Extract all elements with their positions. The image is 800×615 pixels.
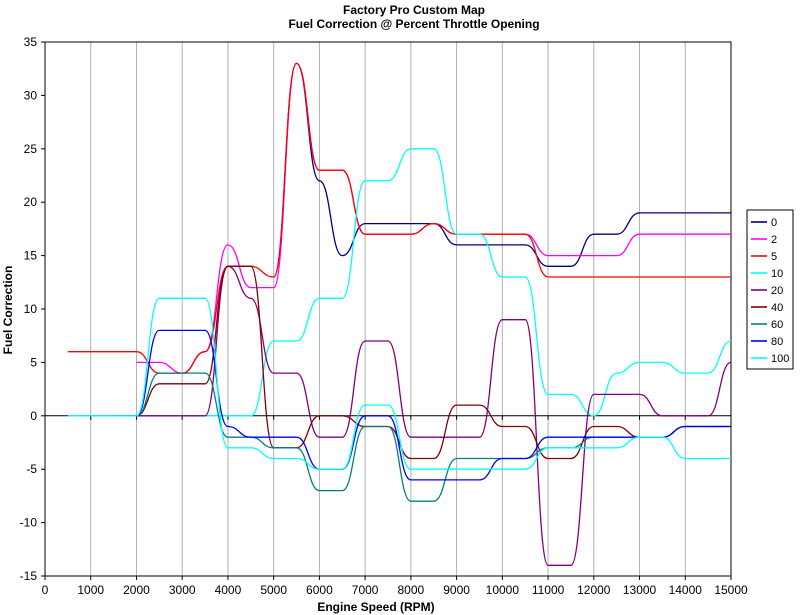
- y-tick-label: 20: [24, 195, 38, 209]
- x-tick-label: 12000: [577, 583, 611, 597]
- y-tick-label: 0: [30, 409, 37, 423]
- legend-label: 100: [771, 353, 789, 365]
- x-tick-label: 5000: [260, 583, 287, 597]
- x-axis-ticks: 0 1000 2000 3000 4000 5000 6000 7000 8000 9000 100…: [42, 576, 748, 597]
- y-tick-label: 10: [24, 302, 38, 316]
- x-tick-label: 2000: [123, 583, 150, 597]
- chart-subtitle: Fuel Correction @ Percent Throttle Openi…: [288, 17, 539, 31]
- x-tick-label: 14000: [669, 583, 703, 597]
- series-line-20: [113, 265, 732, 566]
- x-tick-label: 3000: [169, 583, 196, 597]
- series-line-40: [113, 265, 731, 460]
- legend-label: 20: [771, 285, 783, 297]
- series-line-10: [67, 148, 732, 417]
- y-tick-label: 30: [24, 88, 38, 102]
- x-tick-label: 8000: [398, 583, 425, 597]
- x-tick-label: 13000: [623, 583, 657, 597]
- y-tick-label: 25: [24, 142, 38, 156]
- x-tick-label: 9000: [443, 583, 470, 597]
- legend-label: 80: [771, 336, 783, 348]
- series-line-0: [273, 62, 731, 278]
- legend-label: 2: [771, 234, 777, 246]
- y-tick-label: 35: [24, 35, 38, 49]
- x-tick-label: 4000: [215, 583, 242, 597]
- x-tick-label: 7000: [352, 583, 379, 597]
- legend-label: 10: [771, 268, 783, 280]
- chart-title: Factory Pro Custom Map: [343, 3, 485, 17]
- y-tick-label: 15: [24, 249, 38, 263]
- series-line-100: [113, 297, 731, 470]
- gridlines: [90, 42, 686, 576]
- x-tick-label: 1000: [77, 583, 104, 597]
- x-tick-label: 11000: [532, 583, 565, 597]
- plot-area: [44, 41, 732, 577]
- legend-label: 60: [771, 319, 783, 331]
- series-lines: [67, 62, 732, 566]
- y-axis-ticks: -15 -10 -5 0 5 10 15 20 25 30 35: [20, 35, 45, 583]
- y-tick-label: -15: [20, 569, 38, 583]
- legend-label: 5: [771, 251, 777, 263]
- y-tick-label: 5: [30, 355, 37, 369]
- x-axis-title: Engine Speed (RPM): [317, 600, 434, 614]
- y-tick-label: -10: [20, 516, 38, 530]
- y-axis-title: Fuel Correction: [1, 266, 15, 355]
- x-tick-label: 15000: [714, 583, 748, 597]
- series-line-2: [136, 62, 731, 374]
- legend: 0 2 5 10 20 40 60 80 100: [746, 209, 794, 370]
- x-tick-label: 10000: [486, 583, 520, 597]
- y-tick-label: -5: [26, 462, 37, 476]
- x-tick-label: 0: [42, 583, 49, 597]
- legend-label: 40: [771, 302, 783, 314]
- x-tick-label: 6000: [306, 583, 333, 597]
- series-line-80: [113, 329, 731, 481]
- legend-label: 0: [771, 217, 777, 229]
